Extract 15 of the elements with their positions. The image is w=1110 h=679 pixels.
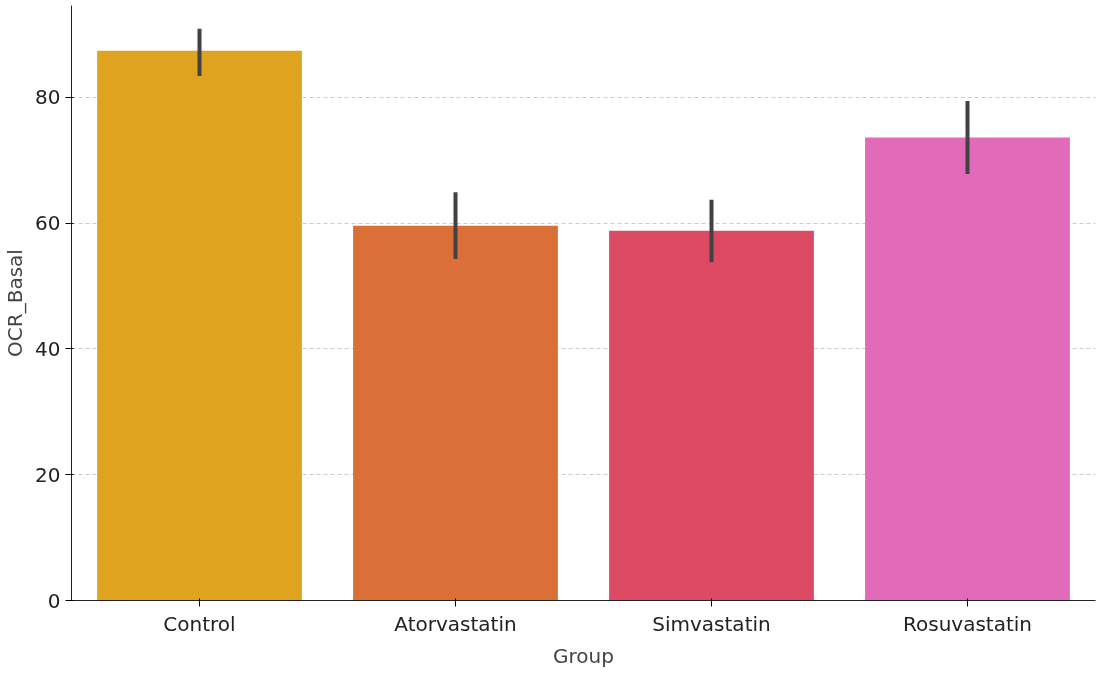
y-tick-label: 40 — [35, 336, 61, 361]
y-tick-label: 0 — [47, 588, 61, 613]
y-tick-label: 20 — [35, 462, 61, 487]
bar — [353, 225, 558, 601]
x-axis-title: Group — [553, 643, 614, 668]
x-tick-label: Control — [163, 611, 236, 636]
y-tick-label: 60 — [35, 211, 61, 236]
y-axis-title: OCR_Basal — [3, 249, 28, 357]
bar — [865, 137, 1070, 601]
x-tick-label: Rosuvastatin — [902, 611, 1033, 636]
x-tick-label: Atorvastatin — [394, 611, 517, 636]
y-tick-label: 80 — [35, 85, 61, 110]
bar — [609, 230, 814, 601]
x-tick-label: Simvastatin — [652, 611, 771, 636]
bar — [97, 50, 302, 601]
